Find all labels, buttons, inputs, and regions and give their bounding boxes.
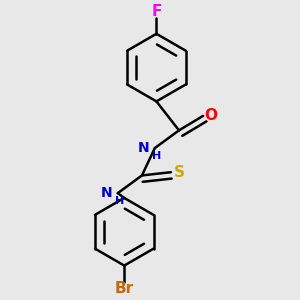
Text: S: S — [173, 165, 184, 180]
Text: N: N — [137, 141, 149, 155]
Text: Br: Br — [115, 280, 134, 296]
Text: H: H — [115, 196, 124, 206]
Text: N: N — [100, 186, 112, 200]
Text: H: H — [152, 151, 161, 161]
Text: F: F — [151, 4, 162, 19]
Text: O: O — [205, 108, 218, 123]
